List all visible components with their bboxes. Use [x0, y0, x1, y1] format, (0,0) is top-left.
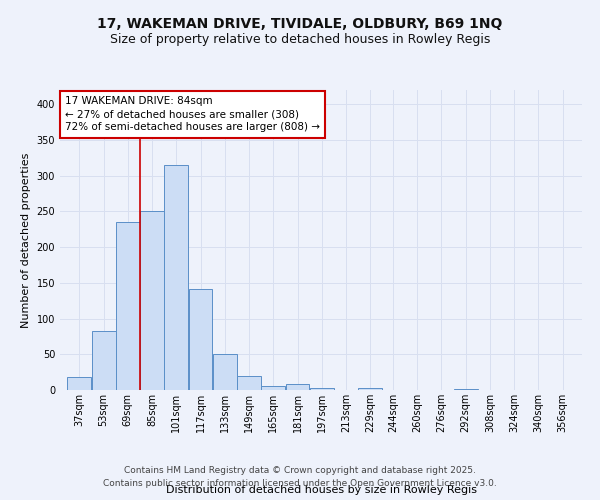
Text: Contains HM Land Registry data © Crown copyright and database right 2025.
Contai: Contains HM Land Registry data © Crown c…: [103, 466, 497, 487]
Bar: [237, 376, 261, 390]
Bar: [116, 222, 140, 390]
Bar: [358, 388, 382, 390]
Bar: [454, 388, 478, 390]
Bar: [310, 388, 334, 390]
Bar: [140, 212, 164, 390]
Bar: [286, 384, 310, 390]
Bar: [67, 377, 91, 390]
Bar: [188, 288, 212, 390]
Text: 17, WAKEMAN DRIVE, TIVIDALE, OLDBURY, B69 1NQ: 17, WAKEMAN DRIVE, TIVIDALE, OLDBURY, B6…: [97, 18, 503, 32]
Bar: [262, 386, 285, 390]
Y-axis label: Number of detached properties: Number of detached properties: [21, 152, 31, 328]
Bar: [164, 165, 188, 390]
Text: Size of property relative to detached houses in Rowley Regis: Size of property relative to detached ho…: [110, 32, 490, 46]
Bar: [92, 330, 116, 390]
Text: 17 WAKEMAN DRIVE: 84sqm
← 27% of detached houses are smaller (308)
72% of semi-d: 17 WAKEMAN DRIVE: 84sqm ← 27% of detache…: [65, 96, 320, 132]
Bar: [213, 354, 237, 390]
X-axis label: Distribution of detached houses by size in Rowley Regis: Distribution of detached houses by size …: [166, 485, 476, 495]
